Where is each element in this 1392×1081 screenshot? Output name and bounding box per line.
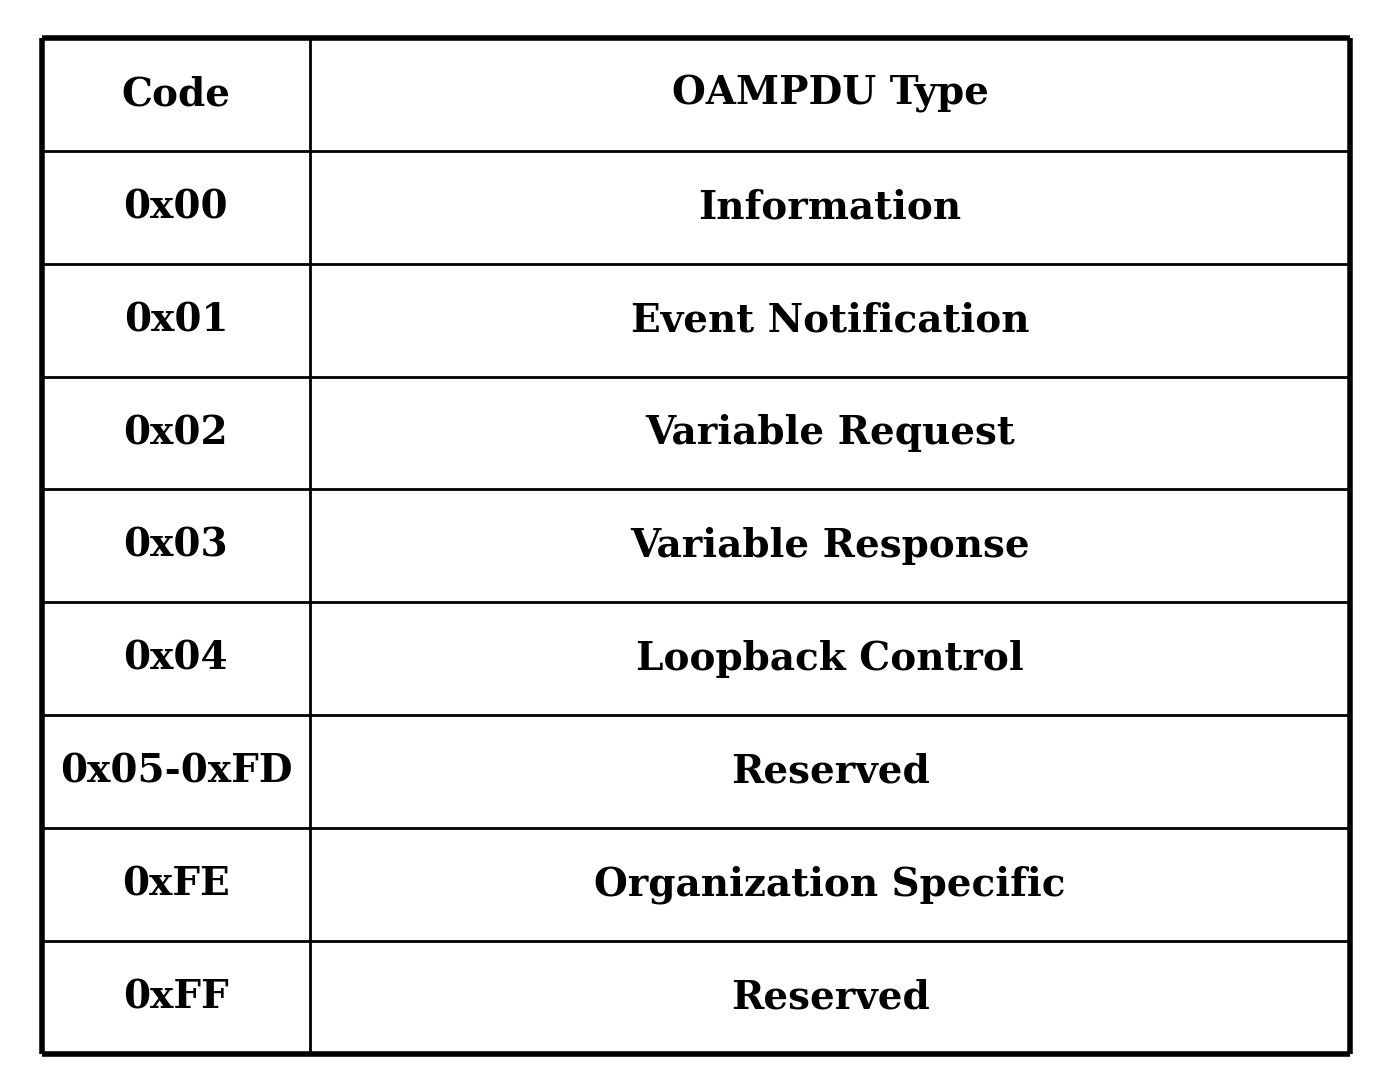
Text: Reserved: Reserved [731,752,930,790]
Bar [42,150,310,264]
Text: 0xFF: 0xFF [122,978,228,1016]
Text: Code: Code [121,76,231,114]
Text: 0x01: 0x01 [124,302,228,339]
Text: Variable Request: Variable Request [646,414,1015,452]
Bar [42,942,310,1054]
Bar [310,150,1350,264]
Bar [310,376,1350,490]
Bar [42,490,310,602]
Text: 0x04: 0x04 [124,640,228,678]
Bar [310,828,1350,942]
Text: 0x05-0xFD: 0x05-0xFD [60,752,292,790]
Bar [42,602,310,716]
Bar [42,828,310,942]
Bar [310,602,1350,716]
Bar [42,38,310,150]
Text: 0x02: 0x02 [124,414,228,452]
Text: Event Notification: Event Notification [631,302,1029,339]
Bar [310,490,1350,602]
Text: Organization Specific: Organization Specific [594,866,1066,904]
Bar [42,264,310,376]
Text: 0x00: 0x00 [124,188,228,226]
Text: Variable Response: Variable Response [631,526,1030,565]
Text: Loopback Control: Loopback Control [636,640,1025,678]
Text: 0x03: 0x03 [124,526,228,565]
Bar [310,716,1350,828]
Text: Information: Information [699,188,962,226]
Text: OAMPDU Type: OAMPDU Type [672,76,988,114]
Text: 0xFE: 0xFE [122,866,230,904]
Bar [310,38,1350,150]
Bar [310,264,1350,376]
Bar [42,716,310,828]
Bar [42,376,310,490]
Text: Reserved: Reserved [731,978,930,1016]
Bar [310,942,1350,1054]
